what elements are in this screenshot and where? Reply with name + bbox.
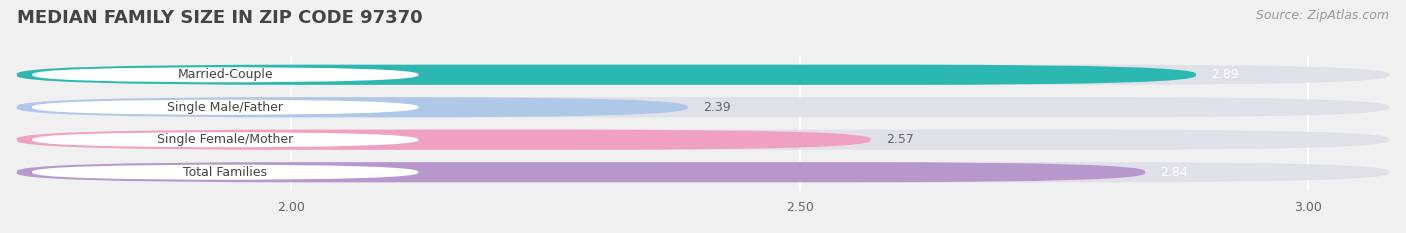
Text: Source: ZipAtlas.com: Source: ZipAtlas.com — [1256, 9, 1389, 22]
FancyBboxPatch shape — [32, 99, 419, 115]
Text: 2.89: 2.89 — [1211, 68, 1239, 81]
FancyBboxPatch shape — [17, 97, 1389, 117]
Text: Total Families: Total Families — [183, 166, 267, 179]
Text: MEDIAN FAMILY SIZE IN ZIP CODE 97370: MEDIAN FAMILY SIZE IN ZIP CODE 97370 — [17, 9, 422, 27]
FancyBboxPatch shape — [32, 67, 419, 82]
FancyBboxPatch shape — [32, 132, 419, 147]
Text: 2.39: 2.39 — [703, 101, 731, 114]
FancyBboxPatch shape — [17, 97, 688, 117]
Text: 2.84: 2.84 — [1160, 166, 1188, 179]
FancyBboxPatch shape — [17, 130, 1389, 150]
FancyBboxPatch shape — [32, 164, 419, 180]
FancyBboxPatch shape — [17, 65, 1389, 85]
Text: Single Male/Father: Single Male/Father — [167, 101, 283, 114]
FancyBboxPatch shape — [17, 162, 1389, 182]
FancyBboxPatch shape — [17, 65, 1197, 85]
Text: 2.57: 2.57 — [886, 133, 914, 146]
FancyBboxPatch shape — [17, 130, 870, 150]
Text: Single Female/Mother: Single Female/Mother — [157, 133, 294, 146]
Text: Married-Couple: Married-Couple — [177, 68, 273, 81]
FancyBboxPatch shape — [17, 162, 1144, 182]
